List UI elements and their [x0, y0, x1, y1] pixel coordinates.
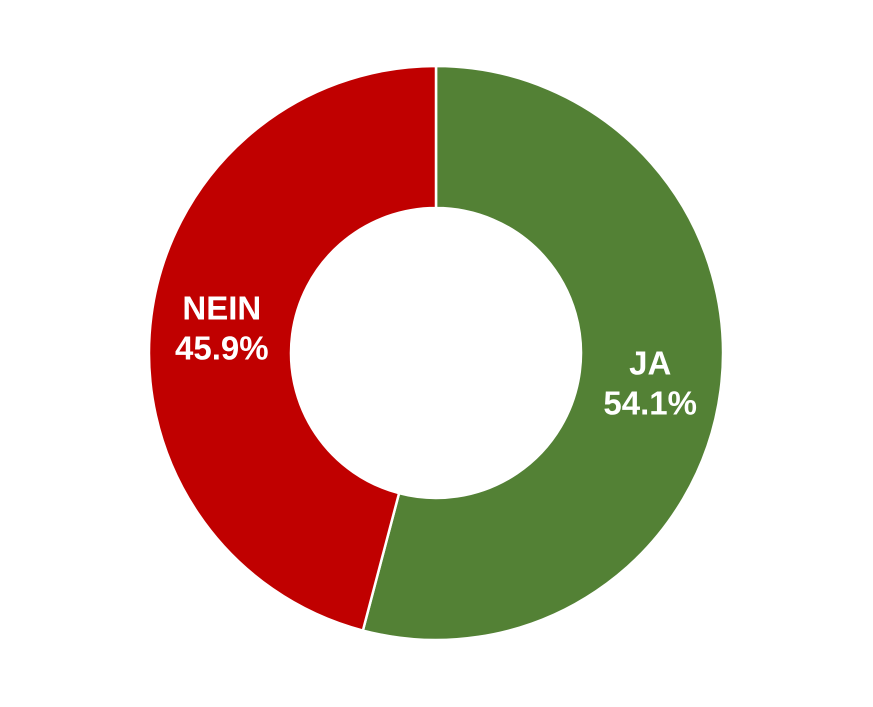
chart-slices — [147, 64, 725, 642]
slice-ja — [361, 64, 725, 642]
slice-label-nein: NEIN — [182, 289, 261, 326]
slice-value-ja: 54.1% — [603, 385, 697, 422]
slice-label-ja: JA — [629, 345, 671, 382]
slice-nein — [147, 64, 438, 633]
slice-value-nein: 45.9% — [175, 329, 269, 366]
